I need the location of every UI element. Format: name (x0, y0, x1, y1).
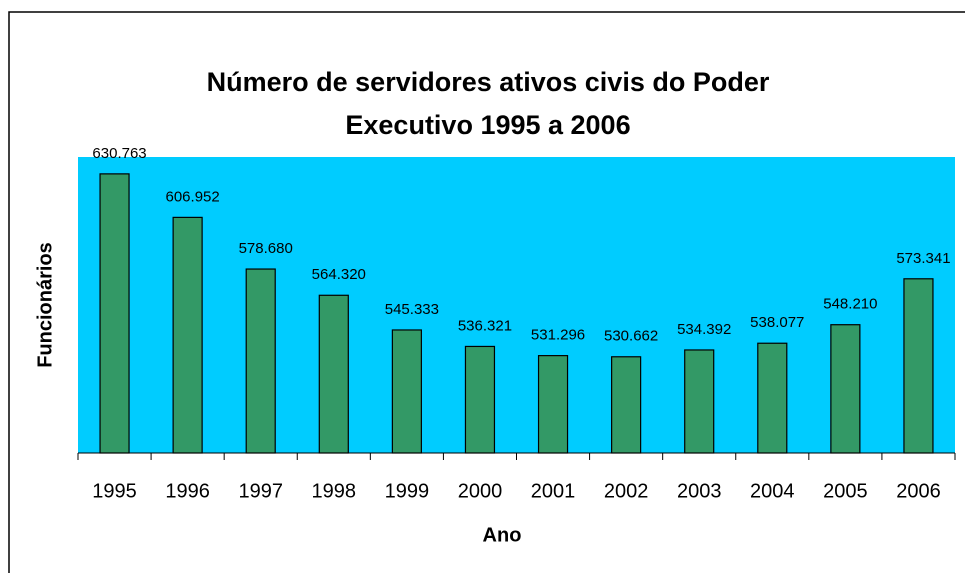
x-tick-label: 1997 (238, 480, 283, 502)
bar (611, 356, 642, 454)
x-tick-label: 2002 (604, 480, 649, 502)
value-label: 564.320 (312, 266, 366, 283)
value-label: 531.296 (531, 327, 585, 344)
x-tick-label: 1995 (92, 480, 137, 502)
bar (245, 268, 276, 454)
value-label: 545.333 (385, 301, 439, 318)
value-label: 530.662 (604, 328, 658, 345)
bar (99, 173, 130, 454)
bar (757, 342, 788, 454)
bar (172, 216, 203, 454)
value-label: 538.077 (750, 314, 804, 331)
bar (830, 324, 861, 454)
plot-area (78, 157, 955, 453)
value-label: 536.321 (458, 317, 512, 334)
value-label: 578.680 (239, 240, 293, 257)
bar (318, 294, 349, 454)
value-label: 606.952 (166, 188, 220, 205)
x-tick-label: 2003 (677, 480, 722, 502)
value-label: 630.763 (92, 145, 146, 162)
bar (684, 349, 715, 454)
x-tick-label: 1996 (165, 480, 210, 502)
bar (537, 355, 569, 454)
x-tick-label: 2005 (823, 480, 868, 502)
bar (391, 329, 422, 454)
x-tick-label: 2000 (458, 480, 503, 502)
chart-title: Número de servidores ativos civis do Pod… (207, 67, 770, 97)
value-label: 534.392 (677, 321, 731, 338)
x-tick-label: 2006 (896, 480, 941, 502)
bar (464, 345, 496, 454)
x-tick-label: 1999 (385, 480, 430, 502)
bar (903, 278, 934, 454)
y-axis-label: Funcionários (34, 242, 56, 368)
x-axis-label: Ano (483, 524, 522, 546)
value-label: 548.210 (823, 296, 877, 313)
x-tick-label: 2001 (531, 480, 576, 502)
x-tick-label: 1998 (312, 480, 357, 502)
chart-title: Executivo 1995 a 2006 (345, 110, 630, 140)
x-tick-label: 2004 (750, 480, 795, 502)
value-label: 573.341 (896, 250, 950, 267)
